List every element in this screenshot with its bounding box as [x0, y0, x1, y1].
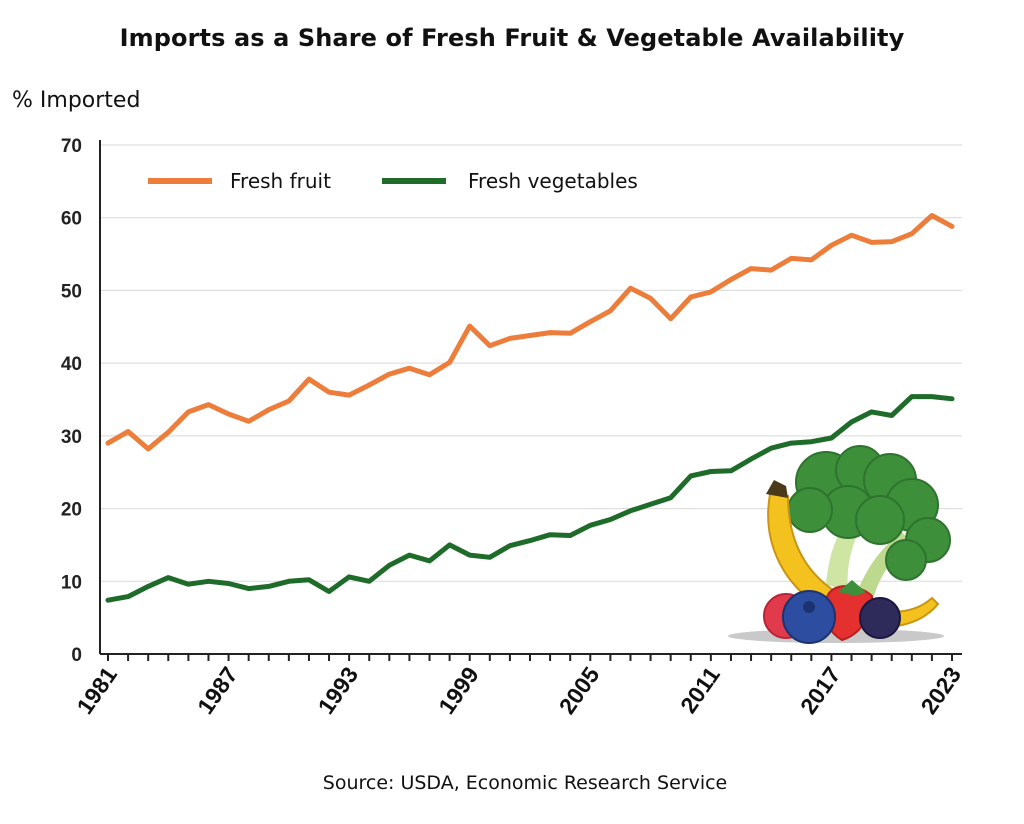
- legend-label-0: Fresh fruit: [230, 169, 331, 193]
- y-tick-10: 10: [61, 572, 82, 593]
- x-tick-2005: 2005: [554, 662, 605, 719]
- strawberry-leaves: [838, 580, 866, 596]
- broccoli-florets: [787, 445, 951, 581]
- y-tick-labels: 0 10 20 30 40 50 60 70: [61, 136, 82, 666]
- x-tick-1981: 1981: [71, 662, 122, 719]
- broccoli-stalk: [826, 522, 862, 590]
- x-tick-labels: 1981 1987 1993 1999 2005 2011 2017 2023: [71, 662, 966, 719]
- y-axis-label: % Imported: [12, 88, 141, 113]
- y-tick-20: 20: [61, 500, 82, 521]
- axes: [99, 140, 962, 661]
- series-lines: [105, 213, 955, 603]
- y-tick-30: 30: [61, 427, 82, 448]
- banana-tip: [766, 480, 788, 498]
- series-line-fresh-vegetables: [105, 394, 955, 603]
- legend: Fresh fruit Fresh vegetables: [148, 169, 638, 193]
- plot-background: [100, 120, 962, 654]
- y-tick-0: 0: [71, 645, 82, 666]
- y-tick-40: 40: [61, 354, 82, 375]
- y-tick-50: 50: [61, 281, 82, 302]
- x-tick-2017: 2017: [795, 662, 846, 719]
- blackberry: [859, 597, 901, 639]
- blueberry-crown: [803, 601, 815, 613]
- blueberry: [782, 590, 836, 644]
- y-tick-70: 70: [61, 136, 82, 157]
- chart-title: Imports as a Share of Fresh Fruit & Vege…: [119, 24, 905, 52]
- legend-label-1: Fresh vegetables: [468, 169, 638, 193]
- x-tick-2023: 2023: [915, 662, 966, 719]
- x-tick-1993: 1993: [313, 662, 364, 719]
- series-line-fresh-fruit: [105, 213, 955, 452]
- y-tick-60: 60: [61, 209, 82, 230]
- x-tick-1987: 1987: [192, 662, 243, 719]
- fruit-and-vegetables-illustration: [728, 445, 951, 644]
- source-note: Source: USDA, Economic Research Service: [322, 772, 728, 794]
- x-tick-1999: 1999: [433, 662, 484, 719]
- x-tick-2011: 2011: [675, 662, 725, 718]
